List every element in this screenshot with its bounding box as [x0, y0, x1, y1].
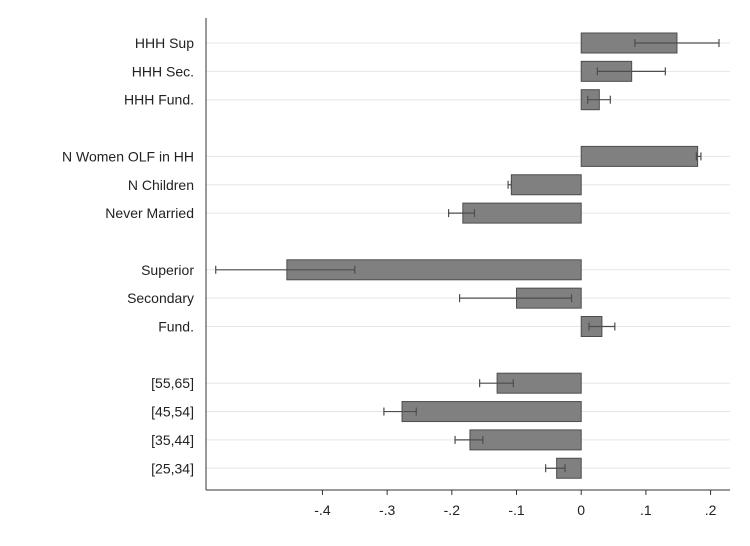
x-tick-label-0: -.4 — [314, 502, 331, 518]
category-label-45-54: [45,54] — [151, 404, 194, 420]
ci-55-65 — [479, 379, 514, 388]
bar-n-children — [510, 174, 582, 196]
ci-35-44 — [454, 435, 484, 444]
x-tick-label-4: 0 — [577, 502, 585, 518]
confidence-intervals — [215, 39, 720, 473]
category-label-25-34: [25,34] — [151, 460, 194, 476]
category-label-never-married: Never Married — [105, 205, 194, 221]
x-axis: -.4 -.3 -.2 -.1 0 .1 .2 — [314, 490, 717, 518]
x-tick-label-5: .1 — [640, 502, 652, 518]
ci-fund — [588, 322, 616, 331]
x-tick-label-2: -.2 — [444, 502, 461, 518]
ci-45-54 — [383, 407, 417, 416]
x-tick-label-3: -.1 — [508, 502, 525, 518]
ci-never-married — [447, 209, 476, 218]
ci-hhh-sec — [596, 67, 666, 76]
ci-hhh-fund — [587, 95, 611, 104]
category-label-55-65: [55,65] — [151, 375, 194, 391]
ci-n-children — [507, 180, 512, 189]
category-label-fund: Fund. — [158, 319, 194, 335]
bar-n-women-olf-in-hh — [580, 145, 699, 167]
category-label-hhh-sup: HHH Sup — [135, 35, 194, 51]
ci-secondary — [458, 294, 573, 303]
x-tick-label-6: .2 — [705, 502, 717, 518]
ci-superior — [215, 265, 356, 274]
bars — [286, 32, 699, 479]
x-tick-label-1: -.3 — [379, 502, 396, 518]
category-label-hhh-sec: HHH Sec. — [132, 63, 194, 79]
category-label-35-44: [35,44] — [151, 432, 194, 448]
bar-45-54 — [401, 401, 582, 423]
bar-35-44 — [469, 429, 582, 451]
ci-n-women-olf-in-hh — [695, 152, 702, 161]
category-labels: HHH Sup HHH Sec. HHH Fund. N Women OLF in H… — [62, 35, 194, 476]
category-label-hhh-fund: HHH Fund. — [124, 92, 194, 108]
ci-hhh-sup — [634, 39, 720, 47]
category-label-n-women-olf-in-hh: N Women OLF in HH — [62, 148, 194, 164]
ci-25-34 — [545, 464, 566, 473]
category-label-superior: Superior — [141, 262, 194, 278]
bar-never-married — [462, 202, 582, 224]
category-label-secondary: Secondary — [127, 290, 194, 306]
category-label-n-children: N Children — [128, 177, 194, 193]
